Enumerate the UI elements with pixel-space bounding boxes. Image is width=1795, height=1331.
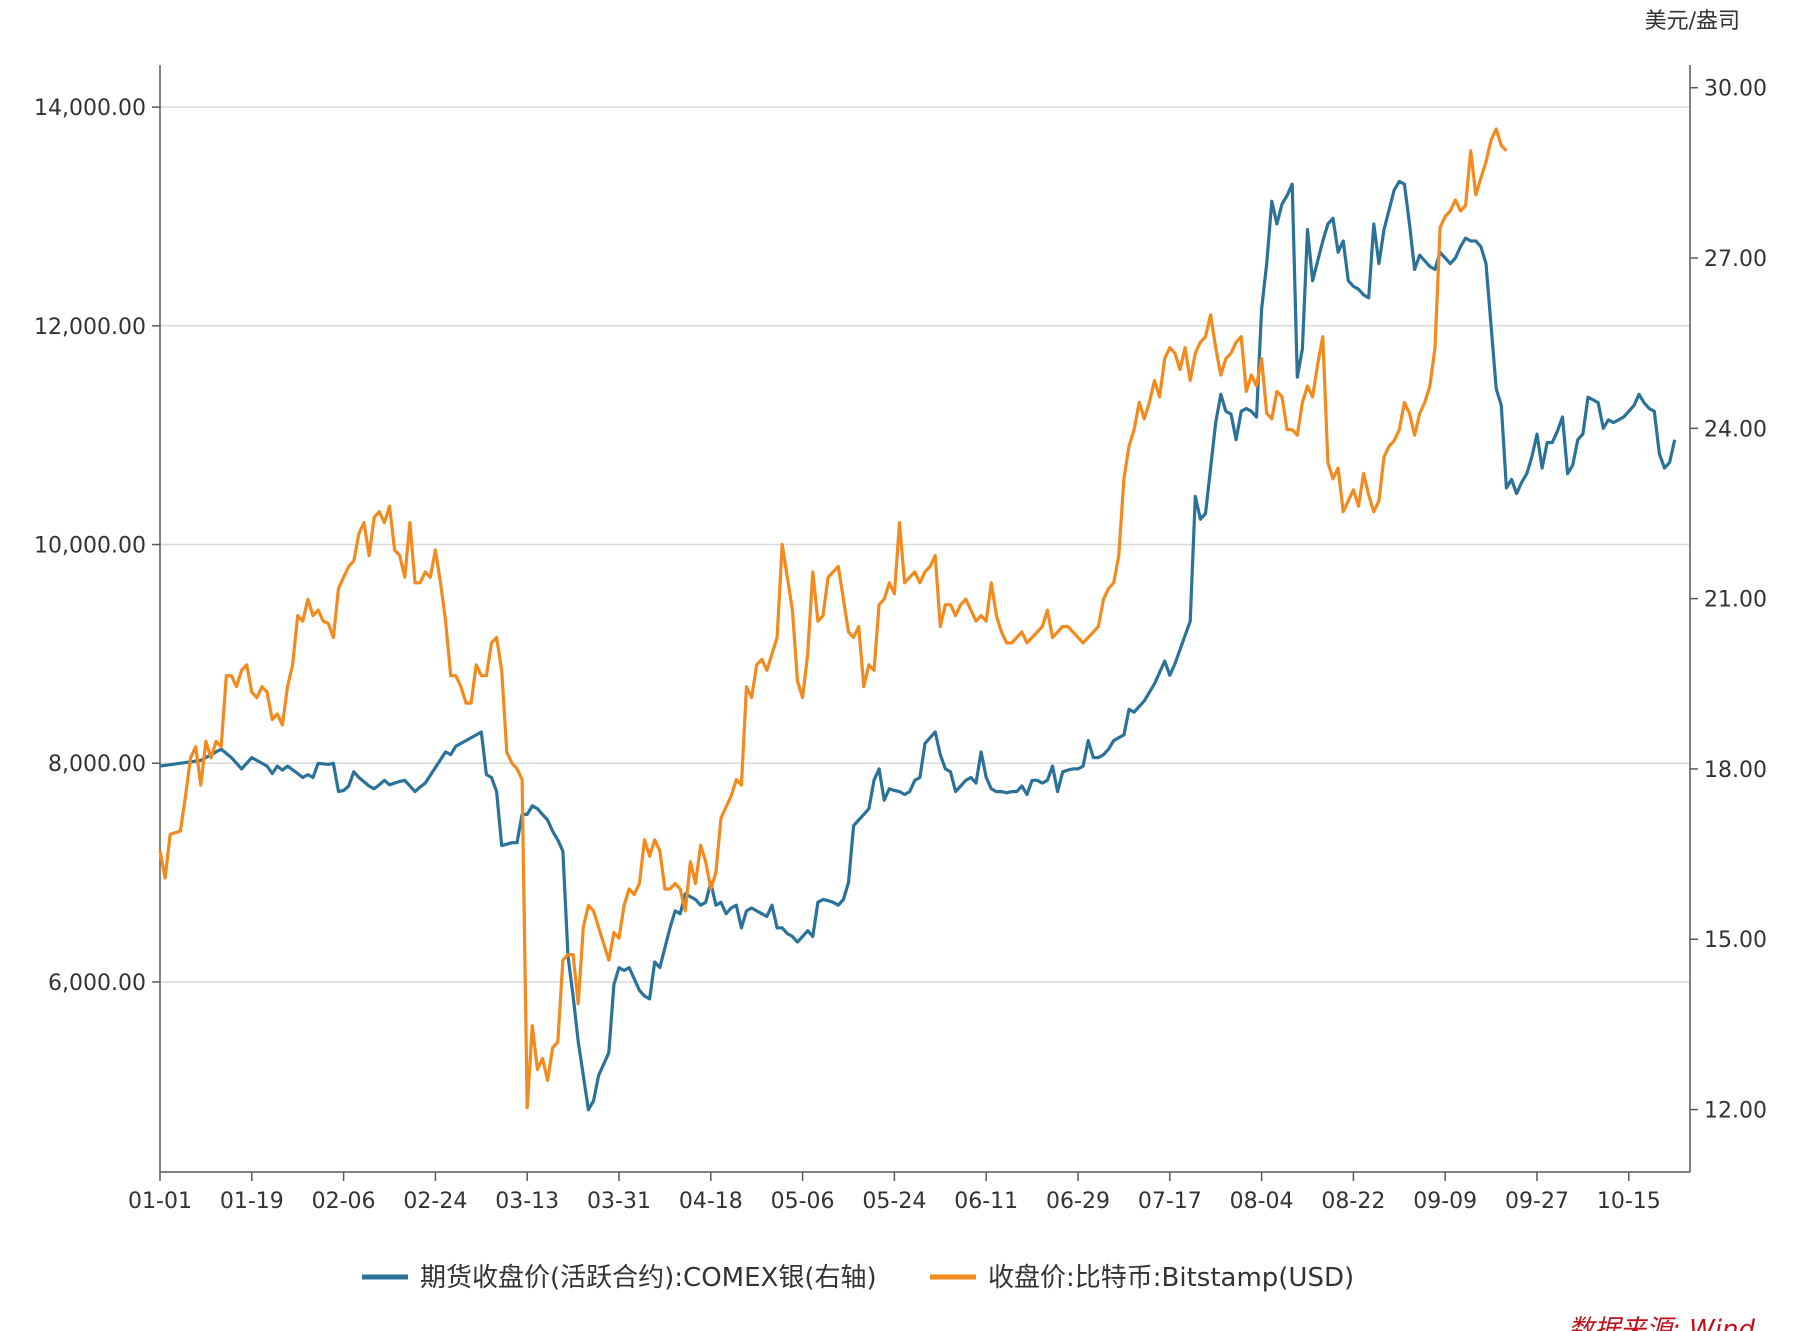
x-tick-label: 01-01 <box>128 1189 192 1214</box>
left-tick-label: 12,000.00 <box>34 315 146 340</box>
x-tick-label: 01-19 <box>220 1189 284 1214</box>
right-tick-label: 12.00 <box>1704 1099 1767 1124</box>
left-tick-label: 8,000.00 <box>48 752 146 777</box>
left-tick-label: 14,000.00 <box>34 96 146 121</box>
left-y-axis-ticks: 6,000.00 8,000.00 10,000.00 12,000.00 14,000… <box>34 96 160 996</box>
left-tick-label: 6,000.00 <box>48 971 146 996</box>
x-tick-label: 10-15 <box>1597 1189 1661 1214</box>
series-lines <box>158 127 1677 1112</box>
x-tick-label: 08-22 <box>1321 1189 1385 1214</box>
data-source-note: 数据来源: Wind <box>1568 1315 1755 1331</box>
x-tick-label: 03-31 <box>587 1189 651 1214</box>
x-tick-label: 06-29 <box>1046 1189 1110 1214</box>
right-axis-unit: 美元/盎司 <box>1645 9 1740 34</box>
gridlines <box>160 106 1690 983</box>
x-tick-label: 05-24 <box>862 1189 926 1214</box>
x-tick-label: 09-09 <box>1413 1189 1477 1214</box>
right-tick-label: 15.00 <box>1704 928 1767 953</box>
right-tick-label: 21.00 <box>1704 588 1767 613</box>
legend: 期货收盘价(活跃合约):COMEX银(右轴) 收盘价:比特币:Bitstamp(… <box>362 1263 1354 1293</box>
right-tick-label: 24.00 <box>1704 417 1767 442</box>
x-tick-label: 02-06 <box>312 1189 376 1214</box>
x-tick-label: 09-27 <box>1505 1189 1569 1214</box>
x-tick-label: 04-18 <box>679 1189 743 1214</box>
series-line-bitcoin <box>158 127 1508 1110</box>
x-tick-label: 07-17 <box>1138 1189 1202 1214</box>
legend-label-silver: 期货收盘价(活跃合约):COMEX银(右轴) <box>420 1263 877 1293</box>
series-line-silver <box>159 179 1677 1112</box>
right-tick-label: 27.00 <box>1704 247 1767 272</box>
x-tick-label: 03-13 <box>495 1189 559 1214</box>
x-axis-ticks: 01-01 01-19 02-06 02-24 03-13 03-31 04-18 05-06… <box>128 1172 1661 1214</box>
x-tick-label: 06-11 <box>954 1189 1018 1214</box>
x-tick-label: 08-04 <box>1230 1189 1294 1214</box>
right-tick-label: 30.00 <box>1704 77 1767 102</box>
left-tick-label: 10,000.00 <box>34 534 146 559</box>
legend-label-btc: 收盘价:比特币:Bitstamp(USD) <box>988 1263 1354 1293</box>
x-tick-label: 02-24 <box>403 1189 467 1214</box>
right-tick-label: 18.00 <box>1704 758 1767 783</box>
axes <box>159 65 1691 1173</box>
right-y-axis-ticks: 12.00 15.00 18.00 21.00 24.00 27.00 30.00 <box>1690 77 1767 1124</box>
x-tick-label: 05-06 <box>771 1189 835 1214</box>
